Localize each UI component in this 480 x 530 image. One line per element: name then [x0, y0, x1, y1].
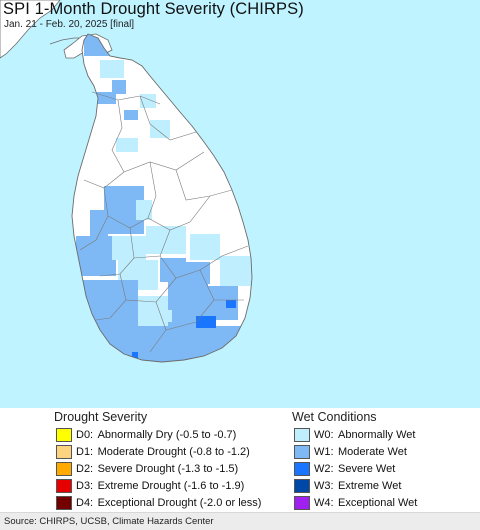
legend-item-d1: D1: Moderate Drought (-0.8 to -1.2) [56, 444, 250, 460]
legend-swatch-w4 [294, 496, 310, 510]
legend-swatch-d4 [56, 496, 72, 510]
legend-item-w0: W0: Abnormally Wet [294, 427, 415, 443]
legend-swatch-w2 [294, 462, 310, 476]
legend-code-w3: W3: [314, 480, 334, 492]
source-footer: Source: CHIRPS, UCSB, Climate Hazards Ce… [0, 512, 480, 530]
legend-swatch-w3 [294, 479, 310, 493]
legend-label-w4: Exceptional Wet [338, 497, 418, 509]
legend-swatch-d1 [56, 445, 72, 459]
legend-item-w2: W2: Severe Wet [294, 461, 395, 477]
legend-item-d2: D2: Severe Drought (-1.3 to -1.5) [56, 461, 238, 477]
legend-swatch-d2 [56, 462, 72, 476]
legend-label-d0: Abnormally Dry (-0.5 to -0.7) [97, 429, 237, 441]
legend-code-w4: W4: [314, 497, 334, 509]
wet-legend-heading: Wet Conditions [292, 410, 377, 424]
legend-label-w3: Extreme Wet [338, 480, 402, 492]
sri-lanka-map [0, 0, 253, 363]
legend-item-w1: W1: Moderate Wet [294, 444, 407, 460]
legend-code-d4: D4: [76, 497, 94, 509]
legend-code-w2: W2: [314, 463, 334, 475]
map-panel: SPI 1-Month Drought Severity (CHIRPS) Ja… [0, 0, 480, 408]
legend-code-d1: D1: [76, 446, 94, 458]
legend-label-d1: Moderate Drought (-0.8 to -1.2) [97, 446, 250, 458]
legend-label-d2: Severe Drought (-1.3 to -1.5) [97, 463, 239, 475]
legend-item-w4: W4: Exceptional Wet [294, 495, 417, 511]
legend-label-w2: Severe Wet [338, 463, 396, 475]
legend-panel: Drought Severity D0: Abnormally Dry (-0.… [0, 408, 480, 512]
legend-item-d4: D4: Exceptional Drought (-2.0 or less) [56, 495, 261, 511]
legend-item-d0: D0: Abnormally Dry (-0.5 to -0.7) [56, 427, 236, 443]
map-subtitle: Jan. 21 - Feb. 20, 2025 [final] [4, 19, 135, 30]
district-boundaries [79, 91, 249, 353]
legend-code-w0: W0: [314, 429, 334, 441]
legend-code-d2: D2: [76, 463, 94, 475]
legend-item-w3: W3: Extreme Wet [294, 478, 401, 494]
legend-swatch-d0 [56, 428, 72, 442]
legend-label-w0: Abnormally Wet [338, 429, 416, 441]
legend-item-d3: D3: Extreme Drought (-1.6 to -1.9) [56, 478, 244, 494]
legend-label-d3: Extreme Drought (-1.6 to -1.9) [97, 480, 245, 492]
legend-label-w1: Moderate Wet [338, 446, 407, 458]
legend-code-d3: D3: [76, 480, 94, 492]
legend-swatch-w1 [294, 445, 310, 459]
legend-swatch-d3 [56, 479, 72, 493]
source-credit: Source: CHIRPS, UCSB, Climate Hazards Ce… [4, 516, 214, 527]
india-coast [0, 0, 61, 59]
drought-legend-heading: Drought Severity [54, 410, 148, 424]
legend-label-d4: Exceptional Drought (-2.0 or less) [97, 497, 262, 509]
map-title: SPI 1-Month Drought Severity (CHIRPS) [3, 0, 304, 18]
legend-swatch-w0 [294, 428, 310, 442]
legend-code-d0: D0: [76, 429, 94, 441]
legend-code-w1: W1: [314, 446, 334, 458]
